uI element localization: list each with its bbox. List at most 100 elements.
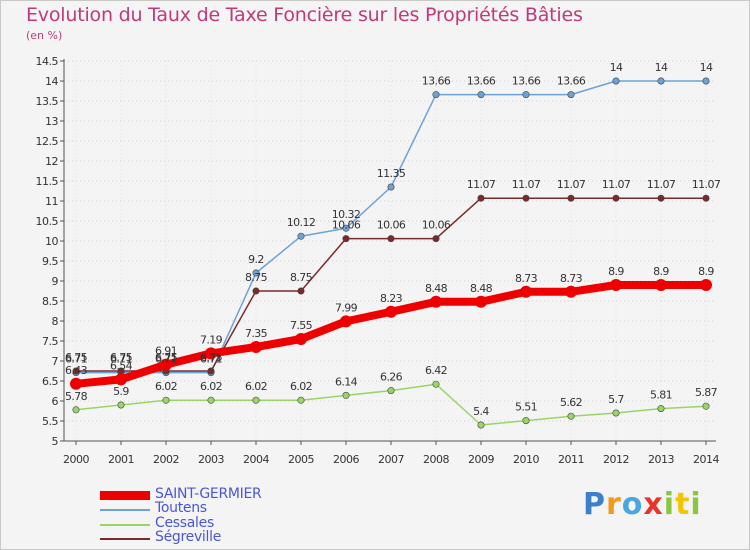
data-point [612, 77, 620, 85]
y-tick-label: 9 [52, 275, 59, 288]
data-label: 6.75 [110, 351, 133, 364]
data-point [342, 391, 350, 399]
data-label: 6.02 [245, 380, 267, 393]
y-axis-unit: (en %) [26, 29, 63, 42]
data-point [205, 347, 217, 360]
data-point [475, 295, 487, 308]
data-label: 6.71 [110, 353, 132, 366]
data-point [702, 77, 710, 85]
legend-swatch [100, 524, 150, 526]
data-point [432, 235, 440, 243]
data-label: 6.71 [155, 353, 177, 366]
data-point [565, 285, 577, 298]
data-label: 5.7 [608, 393, 624, 406]
chart-title: Evolution du Taux de Taxe Foncière sur l… [26, 4, 583, 26]
y-tick-label: 6 [52, 395, 59, 408]
data-point [342, 224, 350, 232]
logo-letter: i [663, 487, 676, 522]
data-point [612, 194, 620, 202]
data-point [340, 315, 352, 328]
data-point [522, 194, 530, 202]
data-point [207, 367, 215, 375]
y-tick-label: 7.5 [42, 335, 58, 348]
data-point [522, 417, 530, 425]
data-point [702, 194, 710, 202]
data-point [612, 409, 620, 417]
data-label: 6.42 [425, 364, 447, 377]
x-tick-label: 2014 [693, 453, 719, 466]
y-tick-label: 11.5 [36, 175, 59, 188]
data-label: 10.12 [287, 216, 316, 229]
data-label: 13.66 [422, 75, 451, 88]
data-point [522, 91, 530, 99]
legend-label: Toutens [155, 500, 207, 516]
data-label: 6.71 [200, 353, 222, 366]
data-label: 5.4 [473, 405, 489, 418]
data-label: 6.75 [200, 351, 223, 364]
data-label: 14 [700, 61, 713, 74]
data-label: 5.9 [113, 385, 129, 398]
data-label: 13.66 [467, 75, 496, 88]
data-point [477, 91, 485, 99]
data-label: 8.75 [290, 271, 313, 284]
data-label: 8.9 [698, 265, 714, 278]
legend-label: Cessales [155, 515, 214, 531]
data-point [567, 91, 575, 99]
data-label: 14 [655, 61, 668, 74]
data-point [70, 377, 82, 390]
legend-swatch [100, 509, 150, 511]
data-label: 7.55 [290, 319, 313, 332]
y-tick-label: 13 [45, 115, 58, 128]
data-point [657, 405, 665, 413]
y-tick-label: 10.5 [36, 215, 59, 228]
data-label: 6.71 [65, 353, 87, 366]
data-label: 5.81 [650, 389, 672, 402]
y-tick-label: 5.5 [42, 415, 58, 428]
y-tick-label: 14 [45, 75, 58, 88]
data-point [387, 387, 395, 395]
data-label: 8.9 [608, 265, 624, 278]
data-label: 5.62 [560, 396, 582, 409]
data-label: 10.06 [377, 219, 406, 232]
data-label: 11.07 [647, 178, 676, 191]
data-point [342, 235, 350, 243]
x-tick-label: 2013 [648, 453, 674, 466]
data-point [655, 279, 667, 291]
legend-swatch [100, 538, 150, 540]
data-point [700, 279, 712, 291]
data-point [702, 402, 710, 410]
x-tick-label: 2003 [198, 453, 224, 466]
y-tick-label: 14.5 [36, 55, 59, 68]
logo-letter: P [583, 487, 606, 522]
data-label: 5.78 [65, 390, 88, 403]
data-point [252, 396, 260, 404]
logo-letter: t [675, 487, 691, 522]
x-tick-label: 2006 [333, 453, 359, 466]
data-label: 8.48 [470, 282, 493, 295]
data-label: 10.32 [332, 208, 361, 221]
data-point [297, 287, 305, 295]
x-tick-label: 2007 [378, 453, 404, 466]
y-tick-label: 9.5 [42, 255, 58, 268]
data-label: 8.73 [560, 272, 583, 285]
data-label: 8.48 [425, 282, 448, 295]
data-point [117, 401, 125, 409]
data-label: 6.02 [290, 380, 312, 393]
data-label: 6.54 [110, 359, 133, 372]
logo-letter: r [606, 487, 622, 522]
data-label: 7.35 [245, 327, 268, 340]
y-tick-label: 7 [52, 355, 59, 368]
data-label: 11.35 [377, 167, 406, 180]
legend-label: SAINT-GERMIER [155, 486, 262, 502]
x-tick-label: 2004 [243, 453, 269, 466]
data-label: 8.73 [515, 272, 538, 285]
proxiti-logo: Proxiti [583, 487, 702, 522]
data-label: 6.43 [65, 364, 88, 377]
data-point [385, 305, 397, 318]
data-point [520, 285, 532, 298]
data-label: 5.87 [695, 386, 718, 399]
y-tick-label: 12 [45, 155, 58, 168]
data-label: 6.02 [155, 380, 177, 393]
data-label: 8.23 [380, 292, 403, 305]
